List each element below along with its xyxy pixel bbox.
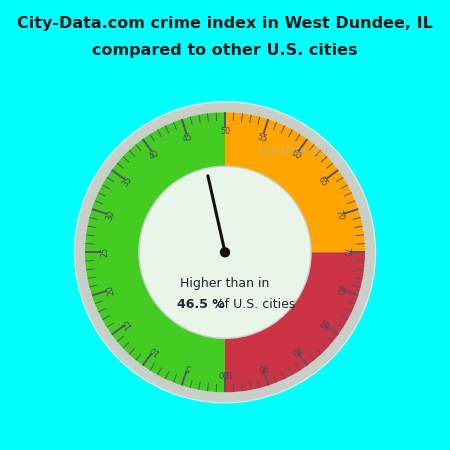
Text: 85: 85 bbox=[316, 316, 329, 330]
Text: compared to other U.S. cities: compared to other U.S. cities bbox=[92, 43, 358, 58]
Text: 80: 80 bbox=[334, 284, 345, 296]
Text: 0: 0 bbox=[222, 368, 228, 377]
Text: 75: 75 bbox=[341, 247, 350, 257]
Text: 65: 65 bbox=[316, 175, 329, 188]
Text: of U.S. cities: of U.S. cities bbox=[216, 297, 295, 310]
Text: 46.5 %: 46.5 % bbox=[177, 297, 225, 310]
Text: 15: 15 bbox=[121, 316, 134, 330]
Text: 30: 30 bbox=[105, 209, 116, 221]
Text: 35: 35 bbox=[121, 175, 134, 188]
Wedge shape bbox=[225, 112, 365, 252]
Text: 20: 20 bbox=[105, 284, 117, 296]
Text: 60: 60 bbox=[289, 148, 302, 162]
Wedge shape bbox=[225, 252, 365, 392]
Wedge shape bbox=[136, 163, 314, 341]
Circle shape bbox=[140, 167, 310, 337]
Text: 95: 95 bbox=[256, 361, 269, 373]
Text: 50: 50 bbox=[220, 127, 230, 136]
Text: City-Data.com crime index in West Dundee, IL: City-Data.com crime index in West Dundee… bbox=[17, 16, 433, 31]
Text: 70: 70 bbox=[333, 209, 345, 221]
Text: 25: 25 bbox=[100, 247, 109, 257]
Text: 45: 45 bbox=[182, 132, 194, 144]
Wedge shape bbox=[74, 101, 376, 404]
Text: 100: 100 bbox=[217, 368, 233, 377]
Text: Higher than in: Higher than in bbox=[180, 277, 270, 290]
Circle shape bbox=[220, 248, 230, 257]
Text: 5: 5 bbox=[184, 362, 192, 372]
Text: City-Data.com: City-Data.com bbox=[258, 147, 332, 157]
Text: 90: 90 bbox=[289, 343, 302, 356]
Text: 10: 10 bbox=[148, 343, 161, 356]
Text: 40: 40 bbox=[148, 148, 161, 162]
Wedge shape bbox=[85, 112, 225, 392]
Wedge shape bbox=[75, 103, 375, 402]
Text: 55: 55 bbox=[256, 132, 269, 144]
